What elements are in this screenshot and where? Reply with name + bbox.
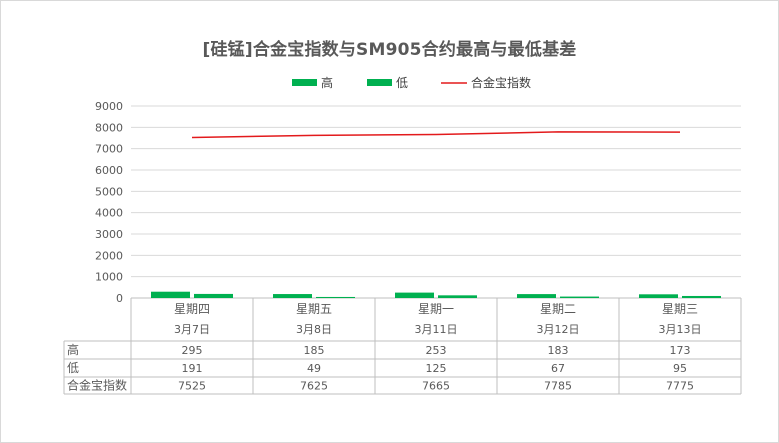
- x-tick-date: 3月8日: [296, 323, 332, 336]
- x-tick-day: 星期一: [418, 302, 454, 316]
- x-tick-date: 3月11日: [415, 323, 458, 336]
- table-cell: 295: [182, 344, 203, 357]
- legend: 高 低 合金宝指数: [292, 75, 531, 90]
- legend-label-index: 合金宝指数: [471, 75, 531, 90]
- table-cell: 7665: [422, 380, 450, 393]
- y-tick-label: 8000: [95, 121, 123, 134]
- table-cell: 7775: [666, 380, 694, 393]
- chart-title: [硅锰]合金宝指数与SM905合约最高与最低基差: [202, 40, 577, 60]
- y-tick-label: 6000: [95, 164, 123, 177]
- y-tick-label: 2000: [95, 249, 123, 262]
- table-row-label: 合金宝指数: [67, 378, 127, 393]
- x-tick-date: 3月7日: [174, 323, 210, 336]
- y-tick-label: 7000: [95, 143, 123, 156]
- x-tick-date: 3月13日: [659, 323, 702, 336]
- x-tick-day: 星期三: [662, 302, 698, 316]
- bar-low: [560, 296, 599, 298]
- table-cell: 95: [673, 362, 687, 375]
- y-tick-label: 4000: [95, 207, 123, 220]
- bar-high: [273, 294, 312, 298]
- table-cell: 125: [426, 362, 447, 375]
- legend-label-low: 低: [396, 76, 408, 90]
- y-tick-label: 9000: [95, 100, 123, 113]
- table-cell: 67: [551, 362, 565, 375]
- index-line-path: [191, 131, 681, 139]
- index-line: [191, 131, 681, 139]
- bar-low: [316, 296, 355, 298]
- table-cell: 49: [307, 362, 321, 375]
- table-row-label: 低: [67, 361, 79, 375]
- table-cell: 191: [182, 362, 203, 375]
- legend-label-high: 高: [321, 75, 333, 90]
- table-cell: 253: [426, 344, 447, 357]
- y-tick-label: 5000: [95, 185, 123, 198]
- bar-high: [151, 291, 190, 298]
- table-cell: 185: [304, 344, 325, 357]
- bar-low: [438, 295, 477, 298]
- table-row-label: 高: [67, 342, 79, 357]
- table-cell: 173: [670, 344, 691, 357]
- legend-swatch-high: [292, 79, 317, 86]
- bar-high: [395, 292, 434, 298]
- bar-low: [194, 293, 233, 298]
- x-tick-day: 星期二: [540, 302, 576, 316]
- y-tick-label: 0: [116, 292, 123, 305]
- bars: [151, 291, 721, 298]
- x-tick-date: 3月12日: [537, 323, 580, 336]
- bar-high: [639, 294, 678, 298]
- table-cell: 7785: [544, 380, 572, 393]
- table-cell: 183: [548, 344, 569, 357]
- table-cell: 7625: [300, 380, 328, 393]
- bar-high: [517, 294, 556, 298]
- y-tick-label: 1000: [95, 271, 123, 284]
- grid-lines: [131, 105, 741, 299]
- legend-swatch-low: [367, 79, 392, 86]
- table-cell: 7525: [178, 380, 206, 393]
- x-tick-day: 星期五: [296, 302, 332, 316]
- y-tick-label: 3000: [95, 228, 123, 241]
- y-axis: 0 1000 2000 3000 4000 5000 6000 7000 8000 9000: [95, 100, 123, 305]
- bar-low: [682, 295, 721, 298]
- x-tick-day: 星期四: [174, 302, 210, 316]
